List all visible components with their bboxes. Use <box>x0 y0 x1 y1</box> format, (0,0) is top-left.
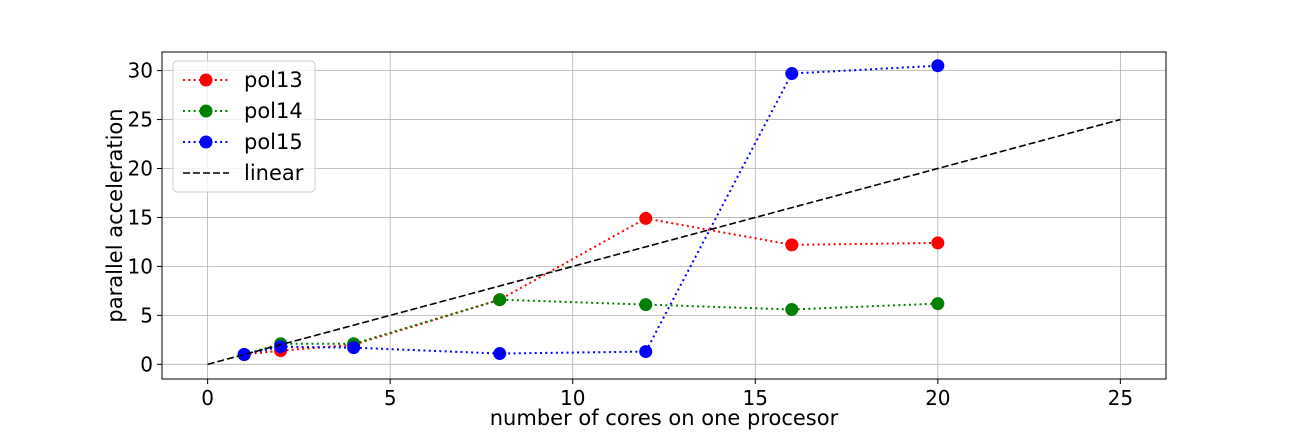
data-point-pol13 <box>639 211 653 225</box>
y-tick-label: 20 <box>128 157 153 181</box>
x-tick-label: 25 <box>1108 386 1133 410</box>
series-pol15 <box>237 59 945 362</box>
y-tick-label: 25 <box>128 108 153 132</box>
y-tick-label: 5 <box>140 303 153 327</box>
legend-marker-pol14 <box>199 104 213 118</box>
x-axis-label: number of cores on one procesor <box>490 406 839 430</box>
data-point-pol15 <box>785 67 799 81</box>
grid <box>162 52 1166 379</box>
data-point-pol13 <box>931 236 945 250</box>
data-point-pol13 <box>785 238 799 252</box>
data-point-pol15 <box>274 340 288 354</box>
legend-entry-pol14: pol14 <box>183 99 303 123</box>
legend-entry-pol15: pol15 <box>183 130 303 154</box>
legend-label-linear: linear <box>244 161 304 185</box>
legend-marker-pol13 <box>199 73 213 87</box>
y-tick-label: 10 <box>128 254 153 278</box>
series-line-linear <box>207 118 1121 366</box>
data-point-pol14 <box>785 302 799 316</box>
series-group <box>207 59 1121 366</box>
y-tick-label: 30 <box>128 59 153 83</box>
legend-box <box>172 60 316 193</box>
plot-frame <box>161 51 1167 380</box>
x-tick-label: 20 <box>925 386 950 410</box>
data-point-pol15 <box>237 348 251 362</box>
data-point-pol14 <box>493 293 507 307</box>
legend-entry-linear: linear <box>183 161 304 185</box>
x-tick-label: 5 <box>384 386 397 410</box>
legend-label-pol13: pol13 <box>244 68 303 92</box>
x-axis-ticks: 0 5 10 15 20 25 <box>201 379 1133 410</box>
legend-marker-pol15 <box>199 135 213 149</box>
data-point-pol15 <box>347 341 361 355</box>
y-axis-ticks: 0 5 10 15 20 25 30 <box>128 59 162 376</box>
x-tick-label: 10 <box>560 386 585 410</box>
legend-label-pol14: pol14 <box>244 99 303 123</box>
x-tick-label: 0 <box>201 386 214 410</box>
x-tick-label: 15 <box>743 386 768 410</box>
legend-entry-pol13: pol13 <box>183 68 303 92</box>
data-point-pol15 <box>493 347 507 361</box>
data-point-pol15 <box>639 345 653 359</box>
y-tick-label: 15 <box>128 205 153 229</box>
legend: pol13 pol14 pol15 linear <box>172 60 316 193</box>
legend-label-pol15: pol15 <box>244 130 303 154</box>
data-point-pol15 <box>931 59 945 73</box>
series-linear <box>207 118 1121 366</box>
y-axis-label: parallel acceleration <box>103 108 127 322</box>
y-tick-label: 0 <box>140 352 153 376</box>
data-point-pol14 <box>639 298 653 312</box>
data-point-pol14 <box>931 297 945 311</box>
